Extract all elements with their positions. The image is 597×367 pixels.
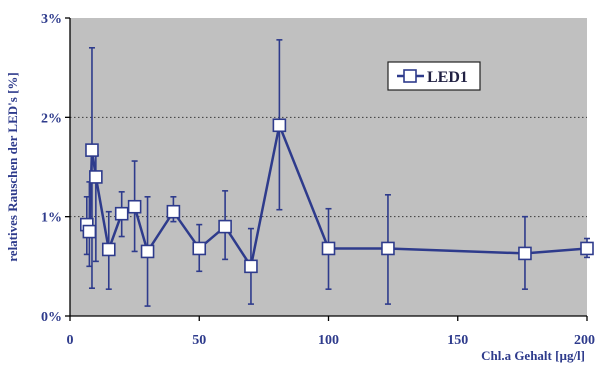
data-point-marker <box>192 241 207 256</box>
legend: LED1 <box>387 61 481 91</box>
series-markers <box>80 118 594 274</box>
y-tick-label: 3% <box>41 12 62 27</box>
data-point-marker <box>580 241 594 256</box>
x-tick-labels: 0 50 100 150 200 <box>67 333 596 348</box>
axes <box>65 17 588 321</box>
data-point-marker <box>82 224 97 239</box>
data-point-marker <box>321 241 336 256</box>
data-point-marker <box>218 219 232 234</box>
data-point-marker <box>272 118 287 133</box>
legend-marker <box>403 69 417 83</box>
y-tick-label: 2% <box>41 111 62 126</box>
data-point-marker <box>518 246 532 261</box>
y-tick-labels: 0% 1% 2% 3% <box>41 12 62 325</box>
data-point-marker <box>101 242 116 257</box>
x-tick-label: 100 <box>318 333 339 348</box>
x-tick-label: 200 <box>574 333 595 348</box>
data-point-marker <box>140 244 155 259</box>
x-tick-label: 0 <box>67 333 74 348</box>
data-point-marker <box>114 206 129 221</box>
y-tick-label: 1% <box>41 211 62 226</box>
y-axis-title: relatives Rauschen der LED's [%] <box>5 72 20 261</box>
data-point-marker <box>89 170 103 184</box>
x-axis-title: Chl.a Gehalt [µg/l] <box>481 348 585 363</box>
data-point-marker <box>381 241 395 256</box>
data-point-marker <box>166 204 181 219</box>
data-point-marker <box>127 199 142 214</box>
data-point-marker <box>244 259 258 274</box>
y-tick-label: 0% <box>41 310 62 325</box>
x-tick-label: 50 <box>192 333 206 348</box>
x-tick-label: 150 <box>447 333 468 348</box>
data-point-marker <box>85 143 99 157</box>
legend-label: LED1 <box>427 69 468 86</box>
